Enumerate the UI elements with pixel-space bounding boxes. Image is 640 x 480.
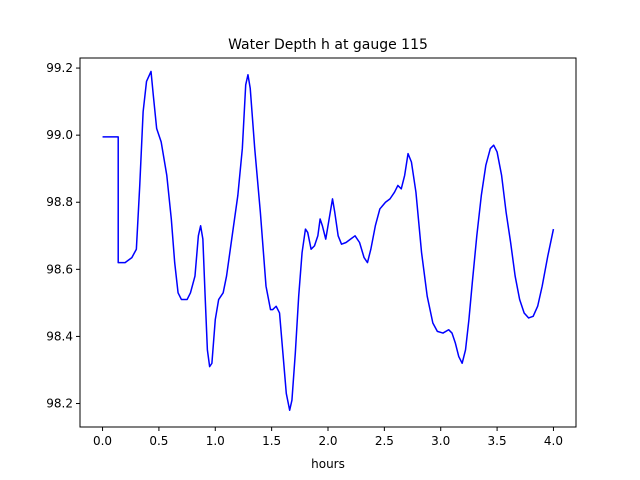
x-tick-label: 1.0: [206, 434, 225, 448]
y-tick-label: 98.8: [46, 195, 73, 209]
x-tick-label: 2.5: [375, 434, 394, 448]
plot-area: 0.0 0.5 1.0 1.5 2.0 2.5 3.0 3.5 4.0 98.2 98.4 98.6 9…: [46, 57, 577, 448]
y-tick-label: 98.2: [46, 397, 73, 411]
y-tick-label: 98.6: [46, 262, 73, 276]
x-tick-label: 2.0: [318, 434, 337, 448]
x-tick-label: 0.5: [149, 434, 168, 448]
y-tick-label: 98.4: [46, 329, 73, 343]
series-line-0: [102, 70, 555, 411]
x-tick-label: 3.0: [431, 434, 450, 448]
x-axis-label: hours: [311, 457, 345, 471]
x-tick-label: 4.0: [544, 434, 563, 448]
y-tick-label: 99.0: [46, 128, 73, 142]
x-tick-label: 3.5: [488, 434, 507, 448]
y-tick-label: 99.2: [46, 61, 73, 75]
chart-title: Water Depth h at gauge 115: [228, 37, 428, 53]
x-tick-label: 1.5: [262, 434, 281, 448]
x-tick-label: 0.0: [93, 434, 112, 448]
